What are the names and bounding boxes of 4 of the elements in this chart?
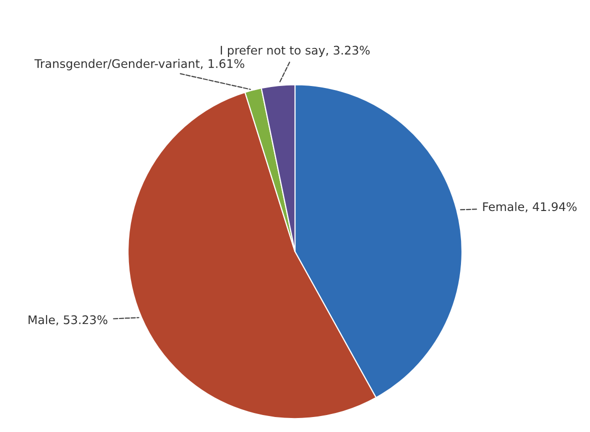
slice-label: Female, 41.94%	[483, 202, 577, 212]
slice-label: Male, 53.23%	[28, 315, 108, 326]
slice-label: I prefer not to say, 3.23%	[220, 46, 370, 57]
slice-label: Transgender/Gender-variant, 1.61%	[34, 58, 244, 70]
